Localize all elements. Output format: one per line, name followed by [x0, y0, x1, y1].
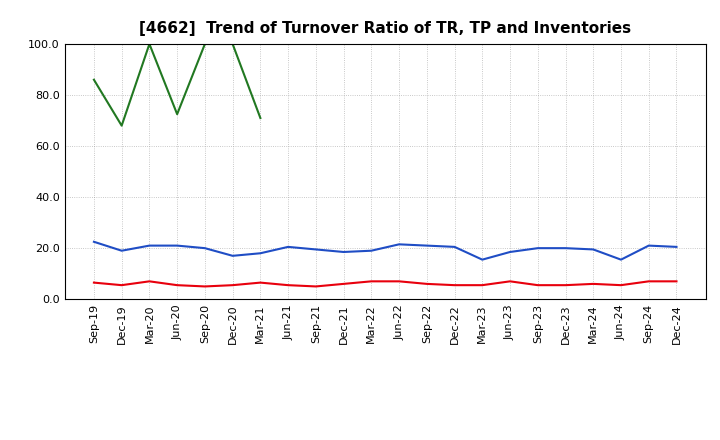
Trade Payables	[423, 243, 431, 248]
Trade Payables	[312, 247, 320, 252]
Trade Payables	[672, 244, 681, 249]
Trade Receivables	[367, 279, 376, 284]
Line: Trade Receivables: Trade Receivables	[94, 281, 677, 286]
Trade Receivables	[672, 279, 681, 284]
Trade Receivables	[505, 279, 514, 284]
Trade Payables	[395, 242, 403, 247]
Inventories	[145, 41, 154, 47]
Trade Receivables	[339, 281, 348, 286]
Trade Payables	[284, 244, 292, 249]
Trade Payables	[367, 248, 376, 253]
Trade Payables	[228, 253, 237, 258]
Trade Receivables	[117, 282, 126, 288]
Trade Payables	[117, 248, 126, 253]
Trade Payables	[561, 246, 570, 251]
Trade Receivables	[478, 282, 487, 288]
Title: [4662]  Trend of Turnover Ratio of TR, TP and Inventories: [4662] Trend of Turnover Ratio of TR, TP…	[139, 21, 631, 36]
Trade Payables	[256, 251, 265, 256]
Inventories	[228, 41, 237, 47]
Trade Payables	[339, 249, 348, 255]
Trade Payables	[450, 244, 459, 249]
Trade Receivables	[256, 280, 265, 285]
Trade Payables	[201, 246, 210, 251]
Inventories	[89, 77, 98, 82]
Trade Receivables	[423, 281, 431, 286]
Trade Receivables	[173, 282, 181, 288]
Trade Receivables	[89, 280, 98, 285]
Trade Payables	[534, 246, 542, 251]
Trade Payables	[145, 243, 154, 248]
Legend: Trade Receivables, Trade Payables, Inventories: Trade Receivables, Trade Payables, Inven…	[161, 438, 610, 440]
Line: Trade Payables: Trade Payables	[94, 242, 677, 260]
Trade Payables	[505, 249, 514, 255]
Trade Payables	[89, 239, 98, 245]
Trade Receivables	[450, 282, 459, 288]
Trade Receivables	[616, 282, 625, 288]
Trade Payables	[173, 243, 181, 248]
Trade Payables	[644, 243, 653, 248]
Trade Receivables	[395, 279, 403, 284]
Inventories	[201, 41, 210, 47]
Line: Inventories: Inventories	[94, 44, 261, 126]
Trade Receivables	[589, 281, 598, 286]
Inventories	[256, 115, 265, 121]
Trade Payables	[478, 257, 487, 262]
Inventories	[117, 123, 126, 128]
Trade Receivables	[284, 282, 292, 288]
Trade Receivables	[201, 284, 210, 289]
Trade Receivables	[644, 279, 653, 284]
Trade Receivables	[312, 284, 320, 289]
Trade Receivables	[561, 282, 570, 288]
Trade Receivables	[145, 279, 154, 284]
Trade Payables	[616, 257, 625, 262]
Trade Payables	[589, 247, 598, 252]
Inventories	[173, 111, 181, 117]
Trade Receivables	[534, 282, 542, 288]
Trade Receivables	[228, 282, 237, 288]
